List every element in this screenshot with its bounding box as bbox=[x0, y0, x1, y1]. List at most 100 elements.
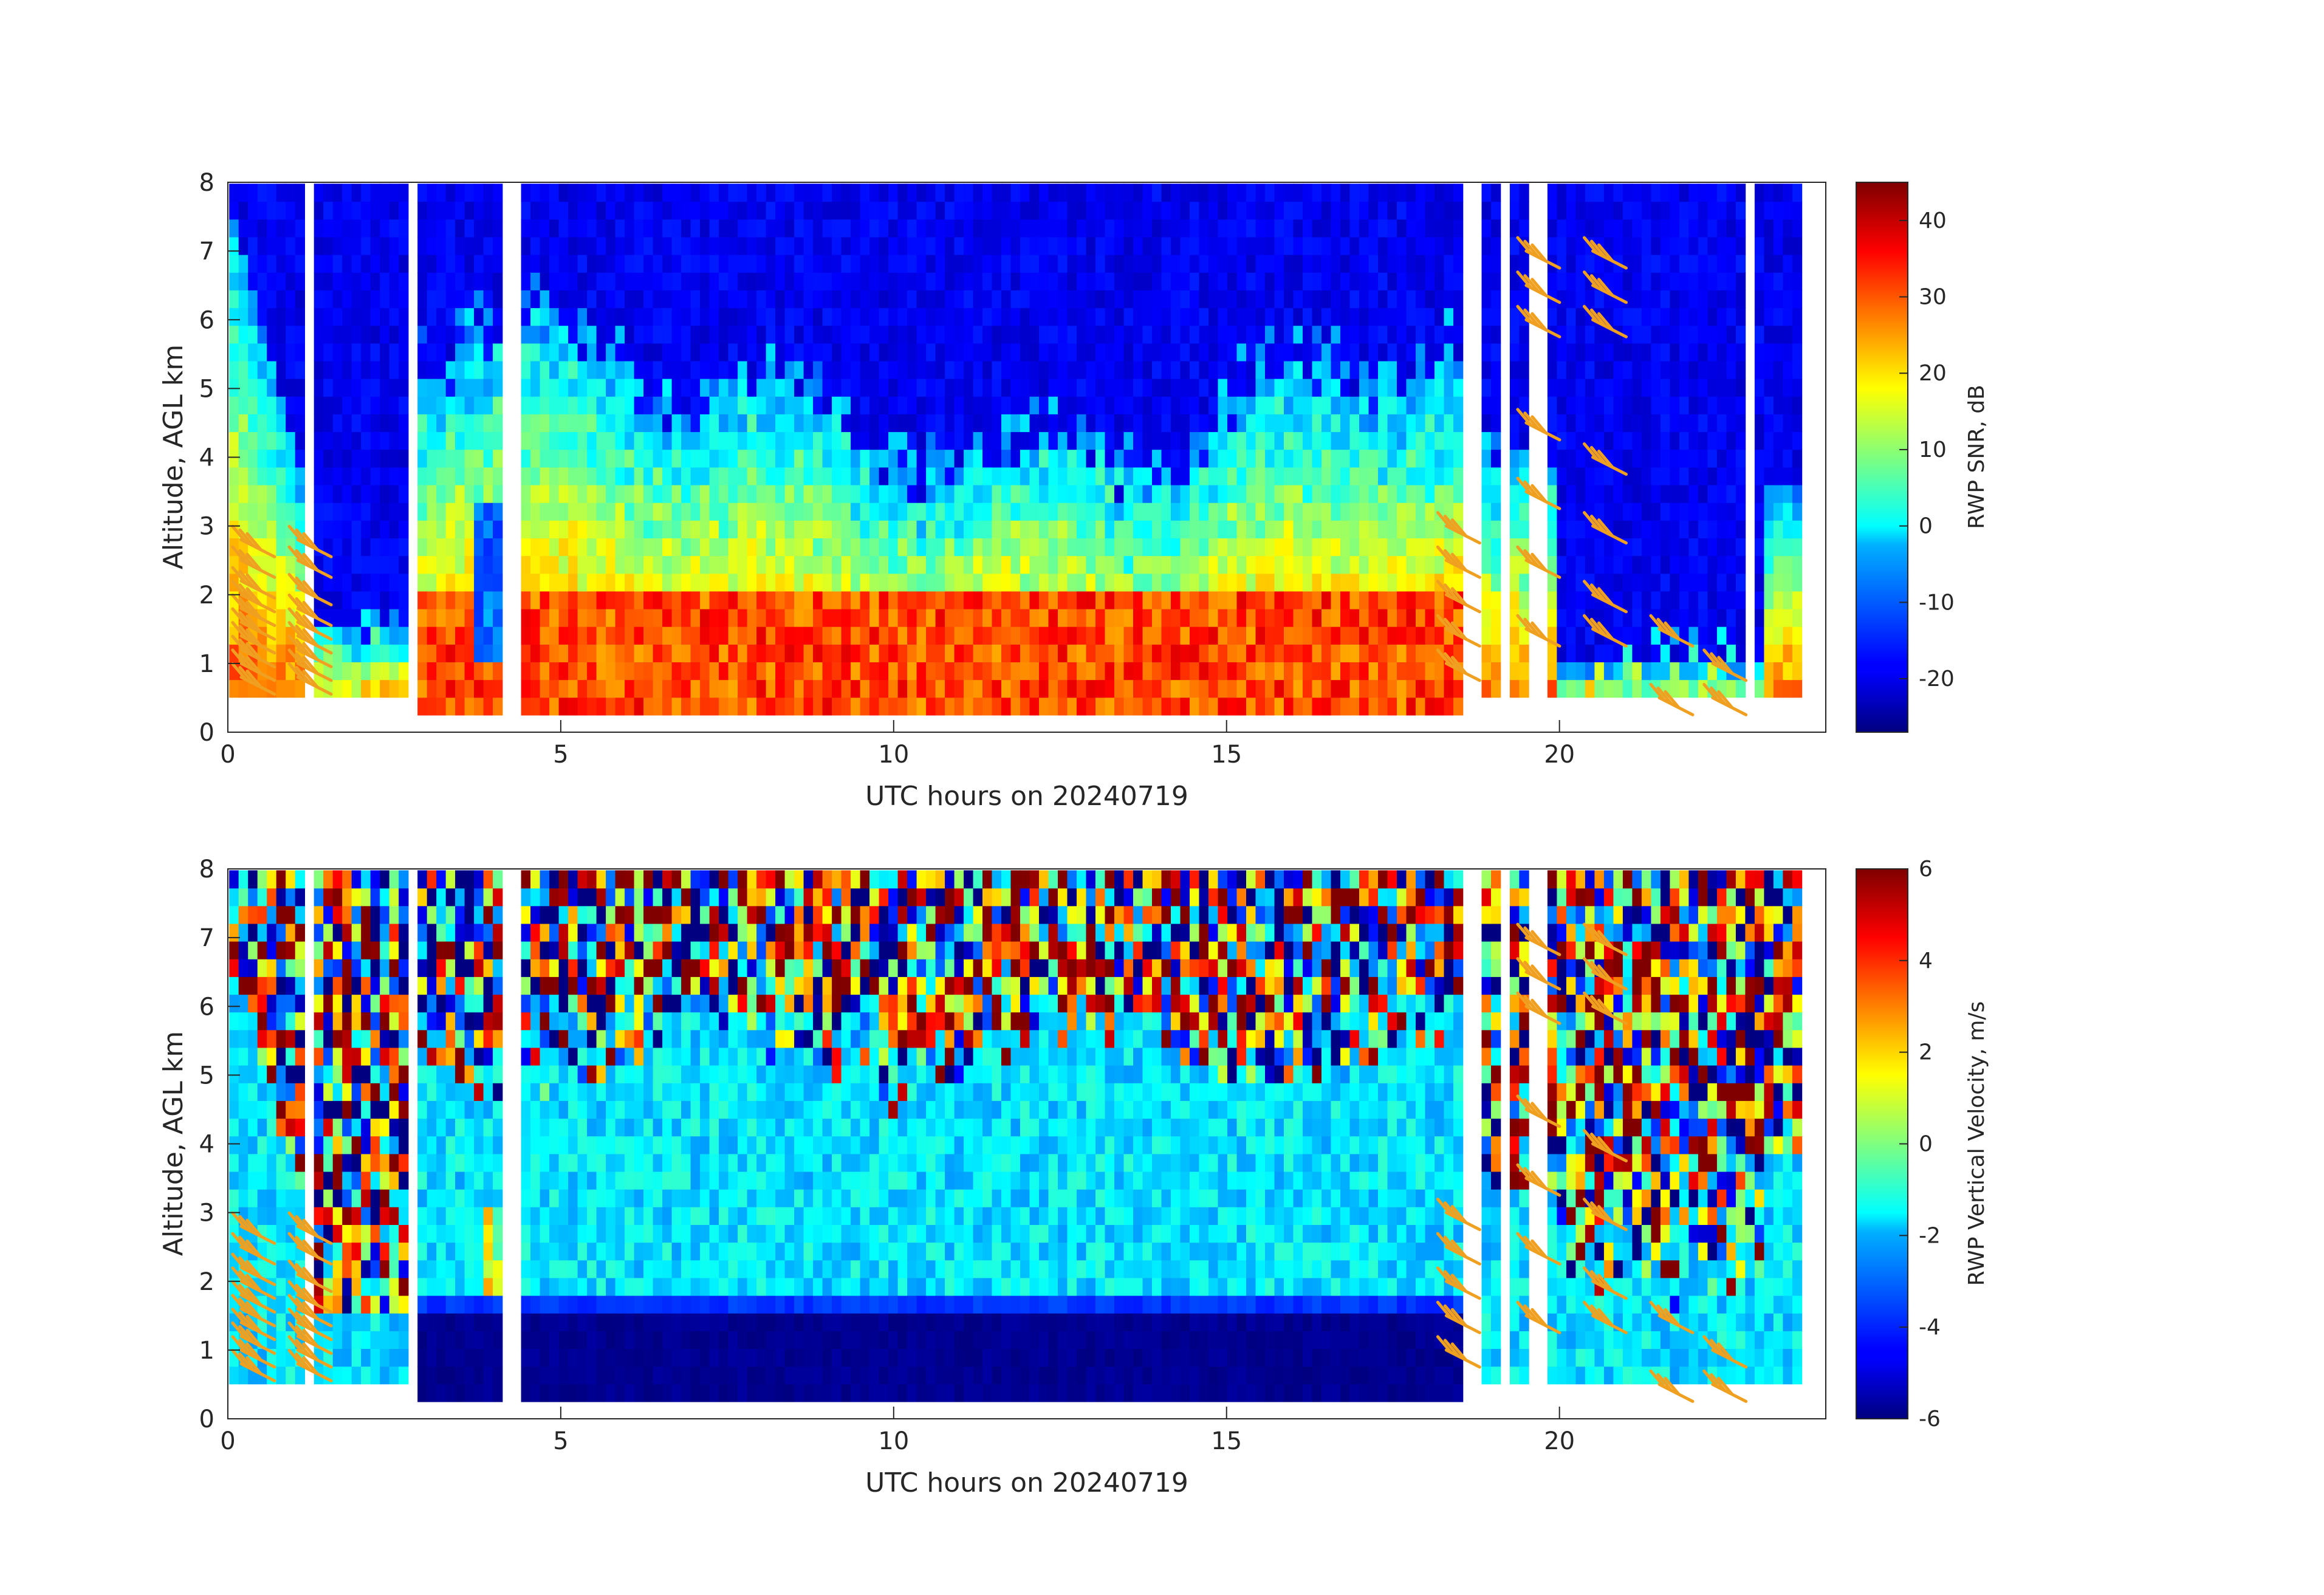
heat-cell bbox=[1086, 484, 1096, 503]
wind-barb-feather bbox=[1597, 312, 1614, 331]
heat-cell bbox=[671, 555, 682, 574]
heat-cell bbox=[1142, 414, 1153, 433]
heat-cell bbox=[1010, 325, 1021, 344]
heat-cell bbox=[323, 520, 334, 538]
heat-cell bbox=[784, 467, 795, 485]
heat-cell bbox=[1557, 414, 1567, 433]
heat-cell bbox=[1688, 307, 1699, 326]
heat-cell bbox=[1190, 378, 1200, 397]
heat-cell bbox=[332, 396, 343, 414]
heat-cell bbox=[1039, 697, 1049, 716]
heat-cell bbox=[851, 290, 861, 309]
heat-cell bbox=[926, 662, 936, 681]
heat-cell bbox=[267, 502, 277, 521]
heat-cell bbox=[653, 555, 663, 574]
heat-cell bbox=[521, 219, 531, 238]
heat-cell bbox=[1274, 201, 1284, 220]
heat-cell bbox=[276, 378, 286, 397]
wind-barb-feather bbox=[231, 593, 248, 612]
heat-cell bbox=[1095, 679, 1106, 698]
heat-cell bbox=[1105, 467, 1115, 485]
heat-cell bbox=[1161, 644, 1171, 662]
heat-cell bbox=[766, 201, 776, 220]
heat-cell bbox=[1773, 272, 1784, 290]
heat-cell bbox=[1792, 343, 1803, 362]
heat-cell bbox=[493, 591, 503, 609]
heat-cell bbox=[869, 184, 880, 202]
heat-cell bbox=[530, 608, 541, 627]
heat-cell bbox=[1716, 290, 1727, 309]
heat-cell bbox=[1754, 325, 1765, 344]
heat-cell bbox=[897, 555, 908, 574]
heat-cell bbox=[643, 608, 654, 627]
heat-cell bbox=[897, 431, 908, 450]
heat-cell bbox=[1218, 449, 1228, 468]
heat-cell bbox=[869, 254, 880, 273]
heat-cell bbox=[851, 307, 861, 326]
heat-cell bbox=[1161, 343, 1171, 362]
wind-barb-feather bbox=[1590, 308, 1606, 328]
heat-cell bbox=[1406, 201, 1416, 220]
heat-cell bbox=[276, 484, 286, 503]
heat-cell bbox=[615, 414, 625, 433]
heat-cell bbox=[587, 555, 597, 574]
heat-cell bbox=[1010, 502, 1021, 521]
heat-cell bbox=[332, 360, 343, 379]
wind-barb-feather bbox=[295, 638, 312, 657]
heat-cell bbox=[954, 520, 964, 538]
heat-cell bbox=[1293, 201, 1303, 220]
heat-cell bbox=[1368, 236, 1379, 255]
heat-cell bbox=[455, 201, 465, 220]
heat-cell bbox=[813, 679, 823, 698]
heat-cell bbox=[1171, 449, 1181, 468]
heat-cell bbox=[1481, 290, 1492, 309]
heat-cell bbox=[1575, 644, 1586, 662]
heat-cell bbox=[286, 236, 296, 255]
wind-barb-feather bbox=[1717, 656, 1734, 675]
heat-cell bbox=[756, 343, 767, 362]
heat-cell bbox=[295, 414, 305, 433]
heat-cell bbox=[464, 502, 475, 521]
heat-cell bbox=[1048, 325, 1058, 344]
heat-cell bbox=[493, 538, 503, 557]
heat-cell bbox=[596, 449, 606, 468]
heat-cell bbox=[1416, 272, 1426, 290]
heat-cell bbox=[992, 662, 1002, 681]
heat-cell bbox=[784, 502, 795, 521]
heat-cell bbox=[671, 679, 682, 698]
heat-cell bbox=[1265, 378, 1275, 397]
heat-cell bbox=[1453, 679, 1464, 698]
heat-cell bbox=[973, 626, 983, 645]
heat-cell bbox=[1161, 201, 1171, 220]
heat-cell bbox=[756, 520, 767, 538]
heat-cell bbox=[1340, 626, 1351, 645]
heat-cell bbox=[1142, 254, 1153, 273]
heat-cell bbox=[1651, 325, 1661, 344]
heat-cell bbox=[1095, 378, 1106, 397]
heat-cell bbox=[803, 662, 814, 681]
heat-cell bbox=[1425, 644, 1435, 662]
heat-cell bbox=[229, 1153, 239, 1172]
heat-cell bbox=[954, 343, 964, 362]
heat-cell bbox=[276, 360, 286, 379]
heat-cell bbox=[521, 325, 531, 344]
heat-cell bbox=[907, 396, 917, 414]
heat-cell bbox=[738, 378, 748, 397]
heat-cell bbox=[483, 662, 493, 681]
heat-cell bbox=[1406, 538, 1416, 557]
heat-cell bbox=[1293, 679, 1303, 698]
heat-cell bbox=[1716, 538, 1727, 557]
heat-cell bbox=[1491, 343, 1501, 362]
heat-cell bbox=[1679, 307, 1690, 326]
heat-cell bbox=[1425, 484, 1435, 503]
heat-cell bbox=[615, 608, 625, 627]
heat-cell bbox=[728, 378, 738, 397]
heat-cell bbox=[464, 662, 475, 681]
heat-cell bbox=[1312, 236, 1322, 255]
heat-cell bbox=[229, 467, 239, 485]
heat-cell bbox=[832, 644, 842, 662]
wind-barb-feather bbox=[1590, 239, 1606, 259]
heat-cell bbox=[1444, 201, 1454, 220]
heat-cell bbox=[907, 236, 917, 255]
heat-cell bbox=[332, 184, 343, 202]
